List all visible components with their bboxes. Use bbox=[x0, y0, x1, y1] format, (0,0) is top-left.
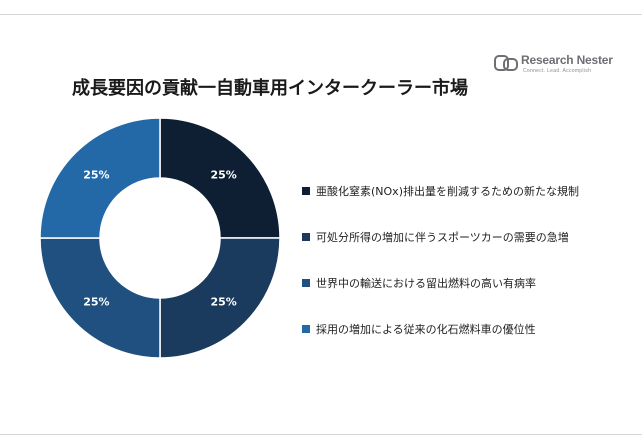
legend-swatch bbox=[302, 279, 310, 287]
legend-item-3: 世界中の輸送における留出燃料の高い有病率 bbox=[302, 274, 536, 292]
legend-label: 世界中の輸送における留出燃料の高い有病率 bbox=[316, 277, 536, 290]
logo-mark-icon bbox=[494, 55, 518, 71]
legend-item-1: 亜酸化窒素(NOx)排出量を削減するための新たな規制 bbox=[302, 182, 579, 200]
legend-item-2: 可処分所得の増加に伴うスポーツカーの需要の急増 bbox=[302, 228, 569, 246]
legend-label: 亜酸化窒素(NOx)排出量を削減するための新たな規制 bbox=[316, 185, 579, 198]
legend-label: 可処分所得の増加に伴うスポーツカーの需要の急増 bbox=[316, 231, 569, 244]
donut-slice-2 bbox=[159, 237, 281, 359]
donut-slices bbox=[39, 117, 281, 359]
legend-label: 採用の増加による従来の化石燃料車の優位性 bbox=[316, 323, 536, 336]
logo-tagline: Connect. Lead. Accomplish bbox=[523, 68, 592, 74]
bottom-divider bbox=[0, 434, 642, 435]
data-label-1: 25% bbox=[210, 168, 236, 181]
donut-slice-1 bbox=[159, 117, 281, 239]
legend-item-4: 採用の増加による従来の化石燃料車の優位性 bbox=[302, 320, 536, 338]
legend-swatch bbox=[302, 325, 310, 333]
data-label-4: 25% bbox=[83, 168, 109, 181]
data-label-2: 25% bbox=[210, 296, 236, 309]
chart-title: 成長要因の貢献一自動車用インタークーラー市場 bbox=[72, 78, 468, 99]
donut-slice-4 bbox=[39, 117, 161, 239]
logo-name: Research Nester bbox=[521, 53, 613, 67]
data-label-3: 25% bbox=[83, 296, 109, 309]
research-nester-logo: Research Nester Connect. Lead. Accomplis… bbox=[494, 52, 613, 78]
donut-data-labels: 25% 25% 25% 25% bbox=[83, 168, 237, 308]
legend-swatch bbox=[302, 233, 310, 241]
legend-swatch bbox=[302, 187, 310, 195]
top-divider bbox=[0, 14, 642, 15]
donut-slice-3 bbox=[39, 237, 161, 359]
